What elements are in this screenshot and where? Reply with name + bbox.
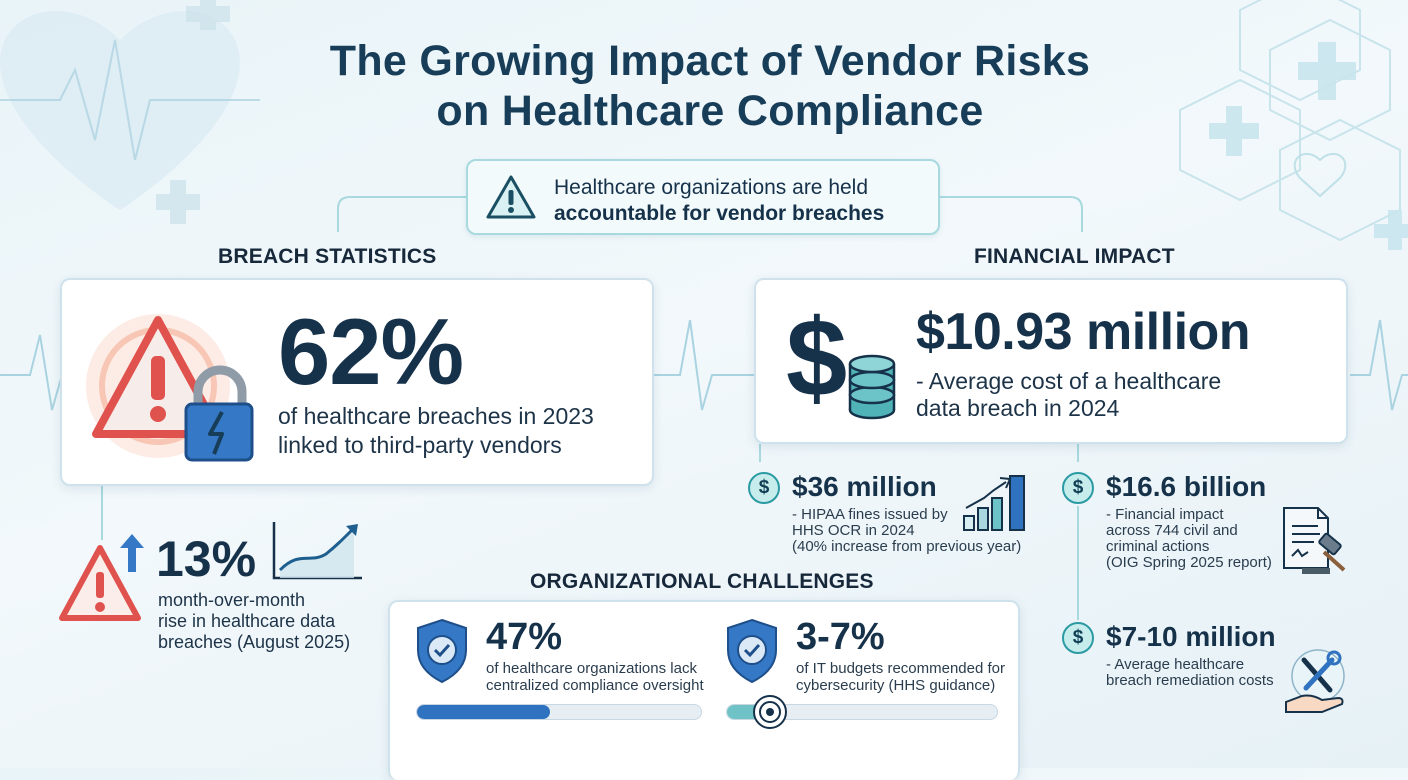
financial-main-card: $ $10.93 million - Average cost of a hea… xyxy=(754,278,1348,444)
challenge-1-progress-fill xyxy=(417,705,551,719)
breach-secondary-line-1: month-over-month xyxy=(158,590,306,610)
breach-warning-lock-icon xyxy=(86,314,254,462)
actions-value: $16.6 billion xyxy=(1106,471,1267,502)
challenge-2-progress-bar xyxy=(726,704,998,720)
challenge-1-line-1: of healthcare organizations lack xyxy=(486,660,697,677)
warning-rising-icon xyxy=(59,534,144,621)
fines-line-1: - HIPAA fines issued by xyxy=(792,506,948,523)
fines-value: $36 million xyxy=(792,471,937,502)
breach-secondary-line-2: rise in healthcare data xyxy=(158,611,336,631)
breach-main-line-1: of healthcare breaches in 2023 xyxy=(278,403,594,429)
title-line-2: on Healthcare Compliance xyxy=(436,87,984,135)
remediation-line-1: - Average healthcare xyxy=(1106,656,1245,673)
shield-check-icon xyxy=(417,618,467,684)
legal-document-gavel-icon xyxy=(1283,507,1346,574)
breach-main-card: 62% of healthcare breaches in 2023 linke… xyxy=(60,278,654,486)
target-icon xyxy=(753,695,787,729)
challenge-2-description: of IT budgets recommended for cybersecur… xyxy=(796,660,1005,694)
breach-main-line-2: linked to third-party vendors xyxy=(278,432,562,458)
notice-line-1: Healthcare organizations are held xyxy=(554,176,869,199)
organizational-challenges-heading: ORGANIZATIONAL CHALLENGES xyxy=(530,570,874,593)
remediation-line-2: breach remediation costs xyxy=(1106,672,1274,689)
breach-secondary-line-3: breaches (August 2025) xyxy=(158,632,351,652)
actions-line-4: (OIG Spring 2025 report) xyxy=(1106,554,1272,571)
trend-line-chart-icon xyxy=(272,522,362,580)
challenge-1-description: of healthcare organizations lack central… xyxy=(486,660,704,694)
challenge-2-value: 3-7% xyxy=(796,616,885,658)
challenge-2-line-2: cybersecurity (HHS guidance) xyxy=(796,677,996,694)
challenge-1-progress-bar xyxy=(416,704,702,720)
breach-secondary-description: month-over-month rise in healthcare data… xyxy=(158,590,350,653)
financial-main-line-1: - Average cost of a healthcare xyxy=(916,368,1222,394)
dollar-coin-icon: $ xyxy=(1062,622,1094,654)
fines-description: - HIPAA fines issued by HHS OCR in 2024 … xyxy=(792,507,1021,555)
financial-impact-heading: FINANCIAL IMPACT xyxy=(974,245,1175,268)
rising-bar-chart-icon xyxy=(963,475,1025,531)
fines-line-3: (40% increase from previous year) xyxy=(792,538,1022,555)
title-line-1: The Growing Impact of Vendor Risks xyxy=(329,37,1091,85)
actions-description: - Financial impact across 744 civil and … xyxy=(1106,507,1272,571)
financial-main-description: - Average cost of a healthcare data brea… xyxy=(916,368,1221,422)
breach-statistics-heading: BREACH STATISTICS xyxy=(218,245,437,268)
fines-line-2: HHS OCR in 2024 xyxy=(792,522,915,539)
warning-triangle-icon xyxy=(486,175,536,219)
actions-line-1: - Financial impact xyxy=(1106,506,1224,523)
remediation-value: $7-10 million xyxy=(1106,621,1276,652)
challenge-1-line-2: centralized compliance oversight xyxy=(486,677,704,694)
breach-main-description: of healthcare breaches in 2023 linked to… xyxy=(278,402,594,460)
accountability-notice: Healthcare organizations are held accoun… xyxy=(466,159,940,235)
page-title: The Growing Impact of Vendor Risks on He… xyxy=(200,36,1220,136)
svg-text:$: $ xyxy=(786,304,847,420)
challenges-card: 47% of healthcare organizations lack cen… xyxy=(388,600,1020,780)
notice-text: Healthcare organizations are held accoun… xyxy=(554,175,884,227)
shield-check-icon xyxy=(727,618,777,684)
breach-secondary-value: 13% xyxy=(156,531,257,587)
hand-tools-icon xyxy=(1285,649,1345,713)
dollar-coins-icon: $ xyxy=(786,304,896,420)
remediation-description: - Average healthcare breach remediation … xyxy=(1106,657,1274,689)
breach-main-value: 62% xyxy=(278,299,464,404)
actions-line-2: across 744 civil and xyxy=(1106,522,1238,539)
dollar-coin-icon: $ xyxy=(748,472,780,504)
dollar-coin-icon: $ xyxy=(1062,472,1094,504)
challenge-2-line-1: of IT budgets recommended for xyxy=(796,660,1006,677)
financial-main-line-2: data breach in 2024 xyxy=(916,395,1120,421)
actions-line-3: criminal actions xyxy=(1106,538,1210,555)
challenge-1-value: 47% xyxy=(486,616,563,658)
notice-line-2: accountable for vendor breaches xyxy=(554,202,885,225)
financial-main-value: $10.93 million xyxy=(916,303,1251,361)
